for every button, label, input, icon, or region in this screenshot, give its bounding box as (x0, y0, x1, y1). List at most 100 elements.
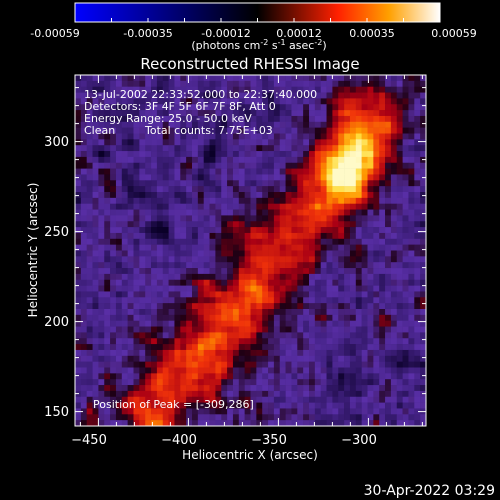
heatmap-cell (221, 349, 228, 357)
heatmap-cell (279, 92, 286, 99)
heatmap-cell (232, 285, 240, 292)
heatmap-cell (420, 139, 427, 146)
heatmap-cell (104, 367, 111, 374)
heatmap-cell (156, 98, 164, 105)
heatmap-cell (162, 92, 169, 99)
heatmap-cell (221, 344, 228, 351)
heatmap-cell (250, 373, 257, 380)
heatmap-cell (145, 180, 152, 187)
heatmap-cell (262, 227, 269, 234)
heatmap-cell (127, 186, 134, 193)
heatmap-cell (344, 332, 351, 339)
heatmap-cell (133, 139, 140, 146)
heatmap-cell (244, 75, 251, 82)
heatmap-cell (361, 344, 368, 351)
heatmap-cell (355, 139, 362, 146)
heatmap-cell (420, 309, 427, 316)
heatmap-cell (98, 121, 105, 128)
heatmap-cell (227, 115, 234, 123)
heatmap-cell (332, 256, 339, 263)
heatmap-cell (75, 221, 82, 228)
heatmap-cell (162, 244, 169, 251)
heatmap-cell (385, 127, 392, 134)
heatmap-cell (168, 168, 175, 175)
heatmap-cell (145, 349, 152, 357)
heatmap-cell (110, 104, 117, 111)
heatmap-cell (121, 104, 128, 111)
heatmap-cell (244, 396, 251, 403)
heatmap-cell (104, 156, 111, 164)
heatmap-cell (75, 209, 82, 216)
heatmap-cell (291, 192, 298, 199)
heatmap-cell (168, 303, 175, 310)
heatmap-cell (373, 379, 380, 386)
heatmap-cell (238, 209, 245, 216)
heatmap-cell (86, 373, 93, 380)
heatmap-cell (139, 262, 146, 269)
heatmap-cell (355, 349, 362, 357)
heatmap-cell (338, 221, 345, 228)
heatmap-cell (192, 156, 199, 164)
heatmap-cell (314, 127, 321, 134)
heatmap-cell (192, 390, 199, 398)
heatmap-cell (414, 221, 421, 228)
heatmap-cell (156, 145, 164, 152)
heatmap-cell (379, 174, 386, 181)
heatmap-cell (133, 262, 140, 269)
heatmap-cell (86, 197, 93, 204)
heatmap-cell (227, 344, 234, 351)
heatmap-cell (98, 98, 105, 105)
heatmap-cell (379, 355, 386, 362)
heatmap-cell (349, 174, 357, 181)
heatmap-cell (145, 379, 152, 386)
heatmap-cell (86, 151, 93, 158)
heatmap-cell (180, 221, 187, 228)
heatmap-cell (361, 320, 368, 327)
heatmap-cell (227, 420, 234, 427)
heatmap-cell (367, 156, 374, 164)
heatmap-cell (115, 361, 123, 368)
heatmap-cell (151, 133, 158, 140)
heatmap-cell (209, 314, 216, 321)
heatmap-cell (379, 332, 386, 339)
heatmap-cell (309, 133, 316, 140)
y-tick-label-0: 150 (44, 405, 69, 420)
heatmap-cell (186, 268, 193, 275)
heatmap-cell (285, 197, 292, 204)
heatmap-cell (121, 314, 128, 321)
heatmap-cell (291, 145, 298, 152)
heatmap-cell (338, 396, 345, 403)
heatmap-cell (367, 379, 374, 386)
heatmap-cell (303, 156, 310, 164)
heatmap-cell (320, 156, 327, 164)
heatmap-cell (209, 115, 216, 123)
heatmap-cell (273, 244, 281, 251)
heatmap-cell (402, 98, 409, 105)
heatmap-cell (344, 273, 351, 281)
colorbar-tick-label-3: 0.00012 (276, 27, 322, 40)
heatmap-cell (244, 279, 251, 286)
heatmap-cell (273, 174, 281, 181)
heatmap-cell (344, 238, 351, 245)
heatmap-cell (227, 209, 234, 216)
plot-frame (74, 74, 427, 427)
heatmap-cell (197, 349, 204, 357)
heatmap-cell (297, 139, 304, 146)
heatmap-cell (197, 279, 204, 286)
heatmap-cell (326, 203, 333, 210)
heatmap-cell (379, 344, 386, 351)
heatmap-cell (110, 344, 117, 351)
heatmap-cell (309, 192, 316, 199)
heatmap-cell (303, 361, 310, 368)
heatmap-cell (314, 203, 321, 210)
heatmap-cell (414, 104, 421, 111)
heatmap-cell (385, 379, 392, 386)
heatmap-cell (314, 115, 321, 123)
heatmap-cell (303, 232, 310, 240)
heatmap-cell (379, 80, 386, 87)
heatmap-cell (203, 127, 210, 134)
heatmap-cell (373, 332, 380, 339)
heatmap-cell (98, 92, 105, 99)
heatmap-cell (379, 408, 386, 415)
heatmap-cell (268, 373, 275, 380)
